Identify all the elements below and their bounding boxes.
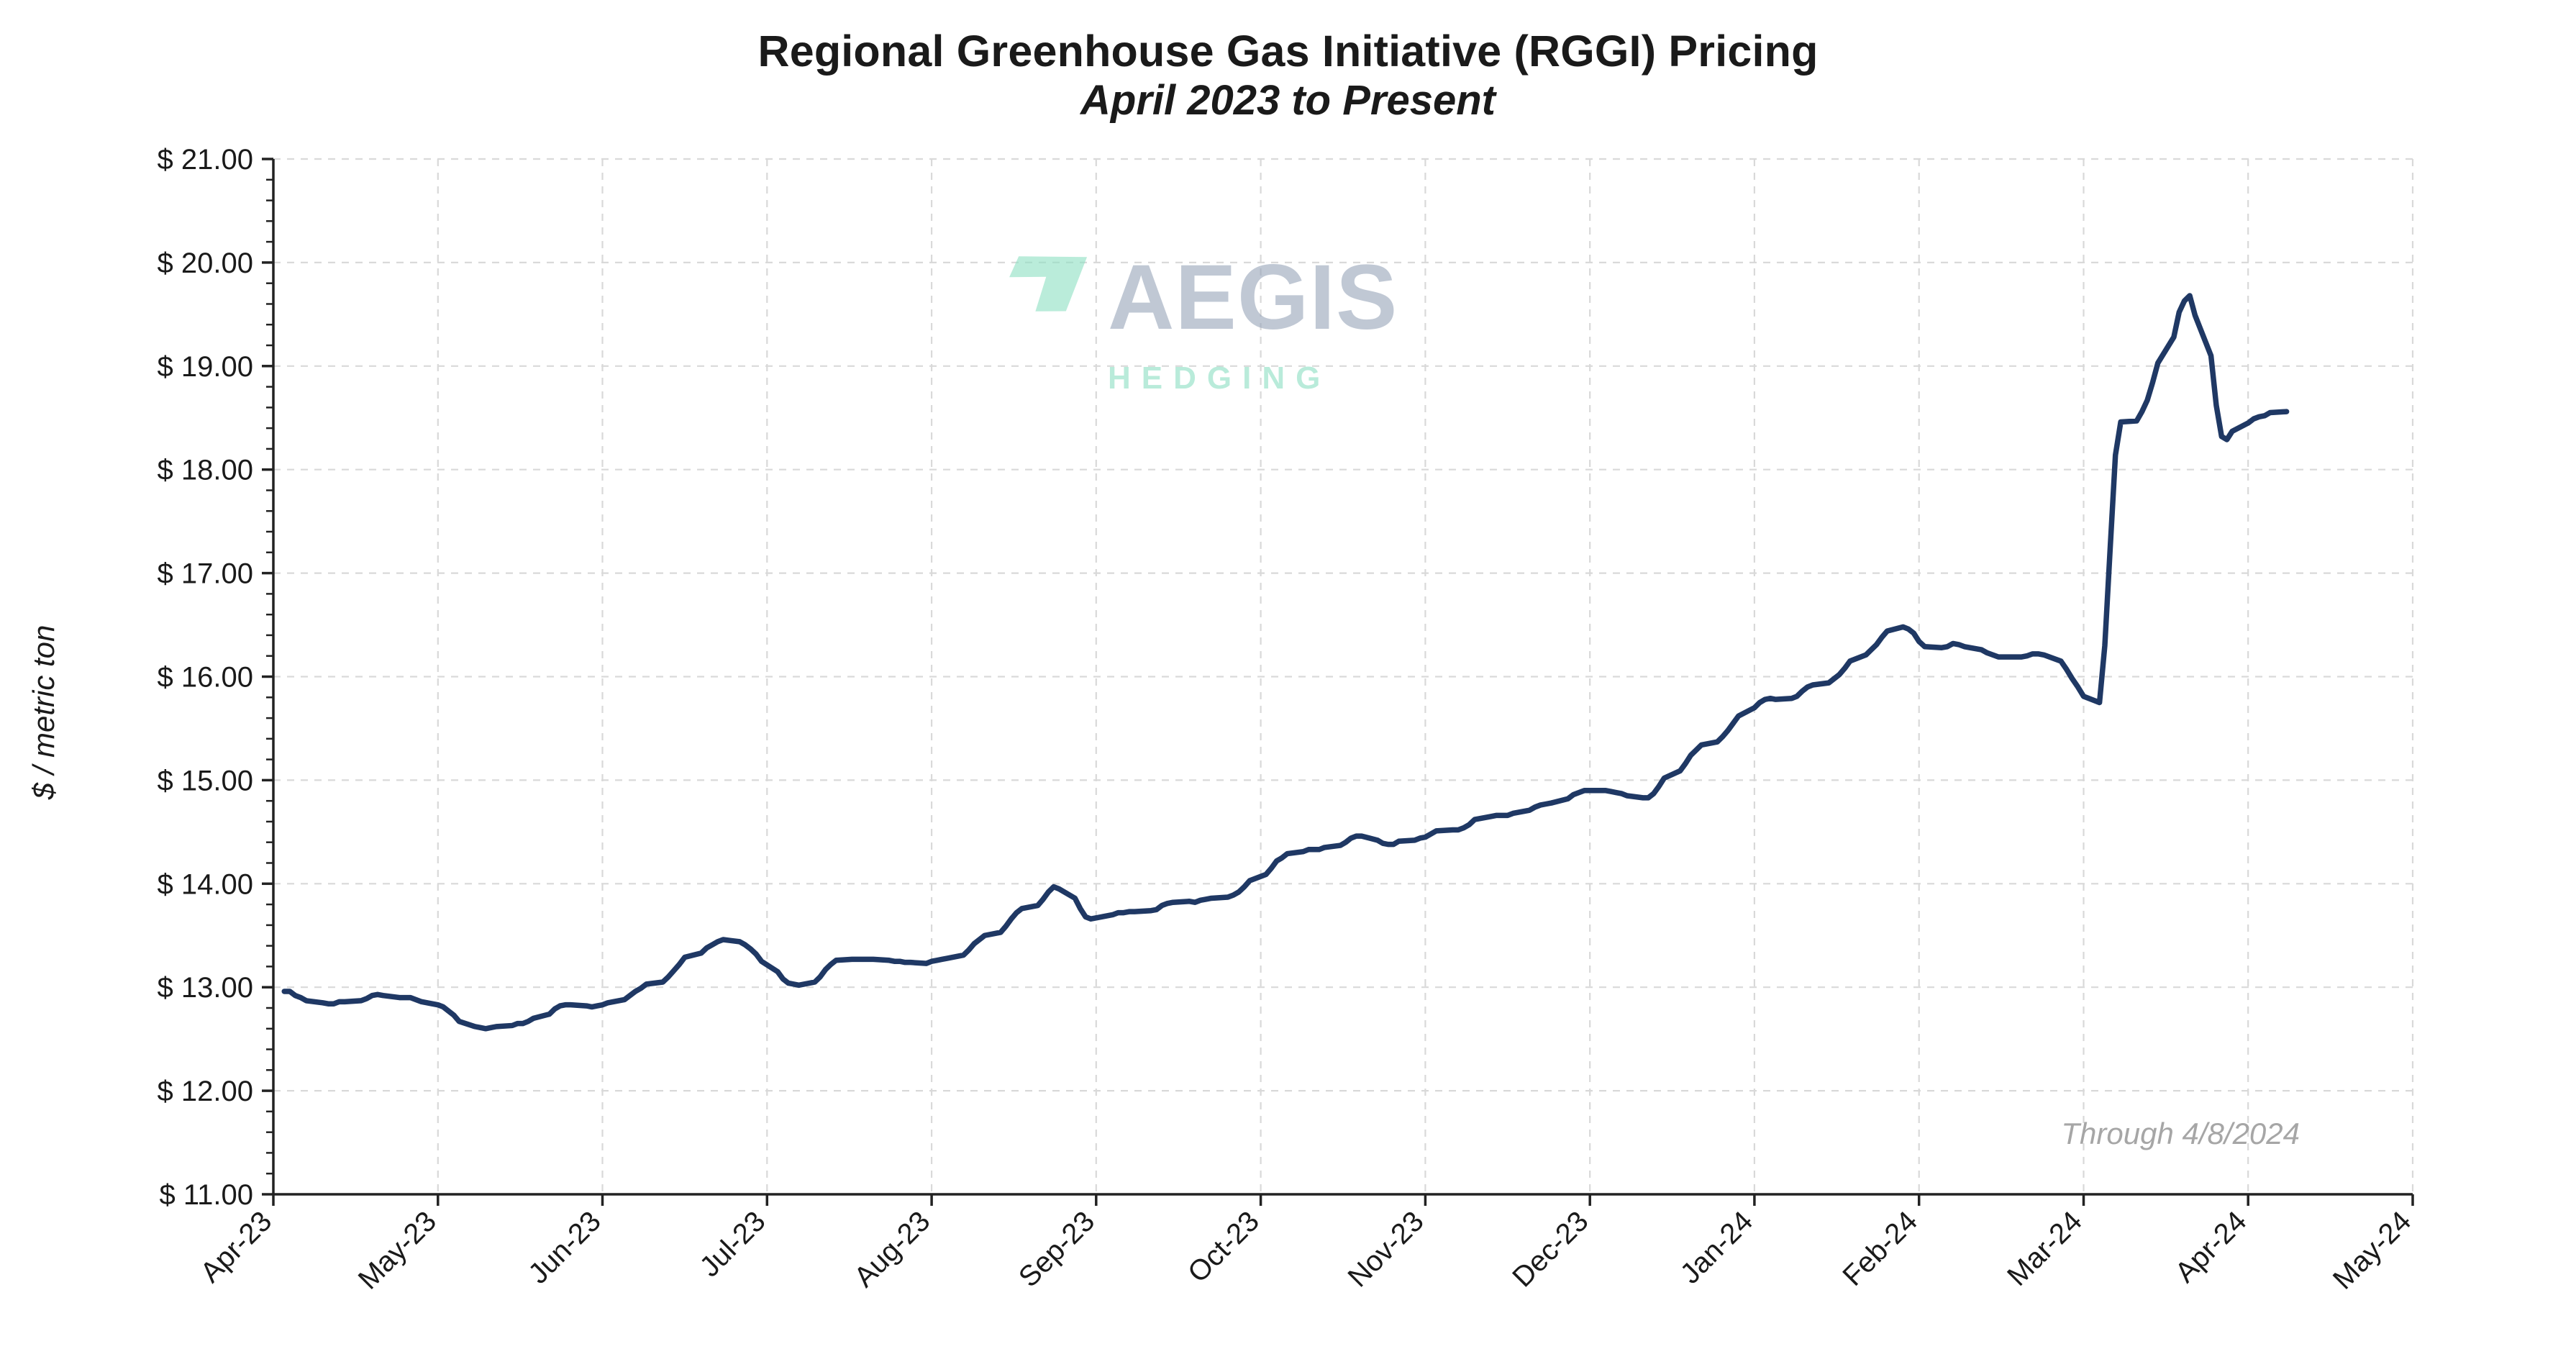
svg-text:Jul-23: Jul-23 (694, 1205, 772, 1283)
svg-text:$ 19.00: $ 19.00 (158, 351, 253, 383)
svg-text:$ 17.00: $ 17.00 (158, 558, 253, 590)
svg-text:$ 11.00: $ 11.00 (160, 1179, 254, 1211)
svg-text:$ / metric ton: $ / metric ton (27, 625, 60, 801)
svg-text:$ 12.00: $ 12.00 (158, 1076, 253, 1107)
svg-text:Jun-23: Jun-23 (522, 1205, 607, 1290)
svg-text:HEDGING: HEDGING (1108, 360, 1331, 396)
svg-text:Nov-23: Nov-23 (1342, 1205, 1429, 1293)
svg-text:$ 20.00: $ 20.00 (158, 247, 253, 279)
svg-text:$ 18.00: $ 18.00 (158, 455, 253, 486)
svg-text:Apr-24: Apr-24 (2170, 1205, 2253, 1289)
svg-text:Oct-23: Oct-23 (1182, 1205, 1265, 1289)
svg-text:$ 15.00: $ 15.00 (158, 765, 253, 796)
svg-text:$ 21.00: $ 21.00 (158, 144, 253, 176)
svg-text:Through 4/8/2024: Through 4/8/2024 (2061, 1117, 2300, 1150)
svg-text:Mar-24: Mar-24 (2001, 1205, 2088, 1292)
svg-text:Dec-23: Dec-23 (1506, 1205, 1594, 1293)
svg-text:May-24: May-24 (2327, 1205, 2417, 1295)
svg-text:$ 13.00: $ 13.00 (158, 972, 253, 1004)
svg-text:May-23: May-23 (352, 1205, 442, 1295)
svg-text:Jan-24: Jan-24 (1675, 1205, 1760, 1290)
svg-text:Apr-23: Apr-23 (194, 1205, 278, 1289)
svg-text:$ 14.00: $ 14.00 (158, 868, 253, 900)
svg-text:AEGIS: AEGIS (1108, 246, 1398, 349)
svg-text:Feb-24: Feb-24 (1837, 1205, 1924, 1292)
svg-text:Sep-23: Sep-23 (1013, 1205, 1101, 1293)
svg-text:Aug-23: Aug-23 (848, 1205, 936, 1293)
svg-text:$ 16.00: $ 16.00 (158, 662, 253, 694)
